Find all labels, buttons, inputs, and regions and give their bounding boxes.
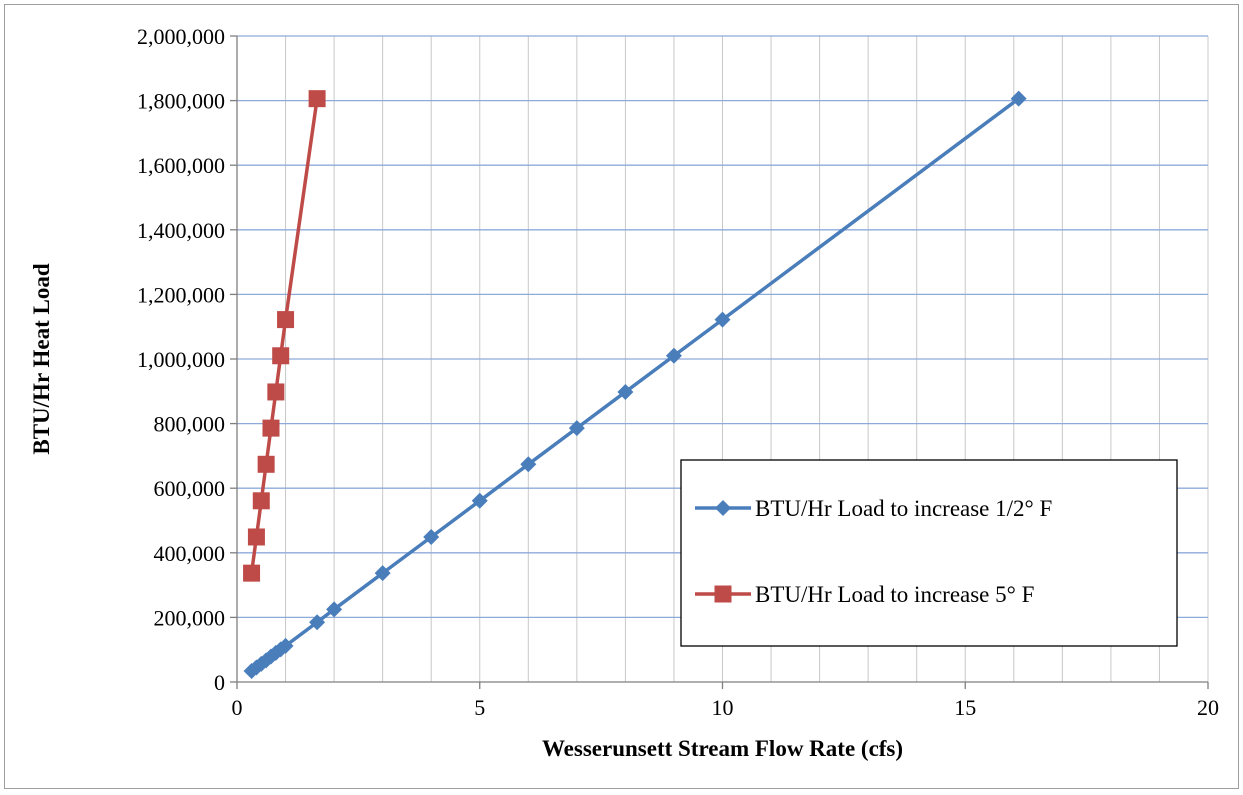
data-point — [1010, 90, 1027, 107]
legend-entry-label: BTU/Hr Load to increase 5° F — [755, 582, 1034, 607]
y-axis-title: BTU/Hr Heat Load — [29, 263, 54, 454]
data-point — [248, 659, 265, 676]
x-tick-label: 20 — [1197, 695, 1219, 720]
y-tick-label: 200,000 — [154, 605, 226, 630]
legend-entry-label: BTU/Hr Load to increase 1/2° F — [755, 496, 1052, 521]
axis-layer: 0 200,000 400,000 600,000 800,000 1,000,000 1,… — [29, 24, 1219, 761]
data-point — [252, 492, 270, 510]
y-tick-label: 1,000,000 — [137, 347, 225, 372]
data-point — [326, 601, 343, 618]
data-point — [471, 492, 488, 509]
x-axis-title: Wesserunsett Stream Flow Rate (cfs) — [542, 736, 903, 761]
legend: BTU/Hr Load to increase 1/2° F BTU/Hr Loa… — [680, 459, 1178, 647]
y-tick-label: 1,400,000 — [137, 218, 225, 243]
data-point — [262, 419, 280, 437]
data-point — [423, 528, 440, 545]
data-point — [617, 383, 634, 400]
data-point — [520, 456, 537, 473]
legend-swatch-marker — [714, 585, 732, 603]
data-point — [308, 90, 326, 108]
chart-frame: 0 200,000 400,000 600,000 800,000 1,000,000 1,… — [4, 4, 1239, 789]
series-1 — [243, 90, 326, 582]
chart-svg: 0 200,000 400,000 600,000 800,000 1,000,000 1,… — [29, 24, 1219, 761]
data-point — [257, 455, 275, 473]
y-tick-label: 600,000 — [154, 476, 226, 501]
legend-swatch-marker — [715, 500, 731, 516]
data-point — [277, 637, 294, 654]
series-0 — [243, 90, 1027, 680]
y-tick-label: 1,600,000 — [137, 153, 225, 178]
legend-box — [680, 459, 1178, 647]
y-tick-label: 800,000 — [154, 412, 226, 437]
y-tick-label: 2,000,000 — [137, 24, 225, 49]
y-tick-label: 0 — [214, 670, 225, 695]
data-point — [243, 564, 261, 582]
x-tick-label: 10 — [712, 695, 734, 720]
data-point — [272, 347, 290, 365]
data-point — [277, 311, 295, 329]
data-point — [568, 420, 585, 437]
y-tick-label: 400,000 — [154, 541, 226, 566]
data-point — [309, 614, 326, 631]
data-point — [374, 565, 391, 582]
series-layer — [243, 90, 1027, 680]
data-point — [267, 383, 285, 401]
x-tick-label: 0 — [232, 695, 243, 720]
data-point — [714, 311, 731, 328]
data-point — [665, 347, 682, 364]
y-tick-label: 1,200,000 — [137, 282, 225, 307]
x-tick-label: 5 — [474, 695, 485, 720]
y-tick-label: 1,800,000 — [137, 89, 225, 114]
x-tick-label: 15 — [954, 695, 976, 720]
data-point — [247, 528, 265, 546]
